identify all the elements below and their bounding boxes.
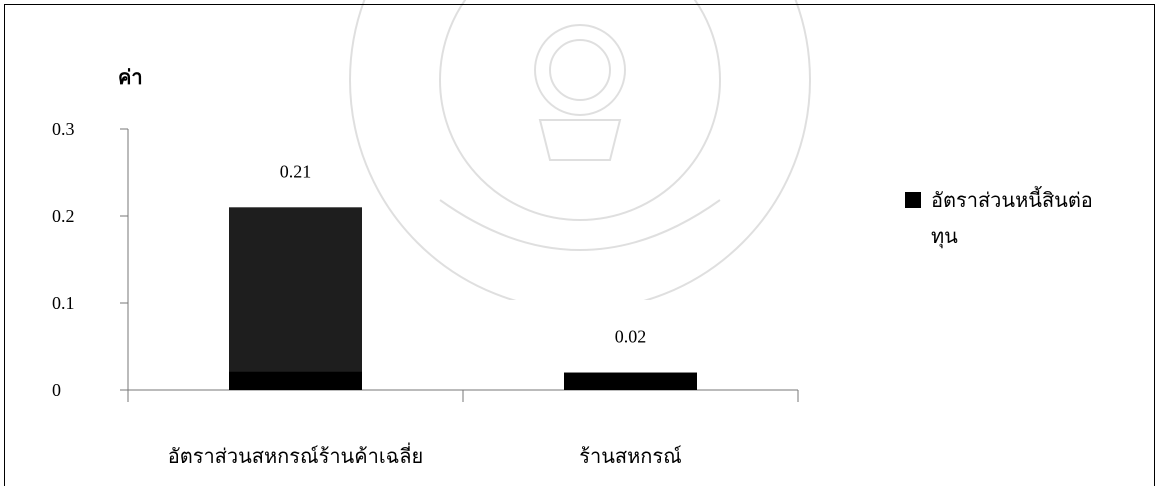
y-tick-label: 0: [52, 380, 61, 400]
figure-frame: [4, 4, 1155, 486]
legend-label: อัตราส่วนหนี้สินต่อทุน: [931, 190, 1093, 248]
category-label: อัตราส่วนสหกรณ์ร้านค้าเฉลี่ย: [168, 442, 424, 468]
y-tick-label: 0.1: [52, 293, 75, 313]
legend-swatch: [905, 192, 921, 208]
y-tick-label: 0.3: [52, 119, 75, 139]
bar: [229, 207, 362, 390]
category-label: ร้านสหกรณ์: [579, 445, 681, 468]
data-label: 0.02: [615, 327, 647, 347]
chart-legend: อัตราส่วนหนี้สินต่อทุน: [905, 183, 1116, 255]
bar-base: [229, 371, 362, 390]
y-axis-title: ค่า: [118, 67, 143, 89]
university-seal-watermark: [349, 0, 811, 300]
data-label: 0.21: [280, 161, 312, 181]
y-tick-label: 0.2: [52, 206, 75, 226]
bar-base: [564, 372, 697, 390]
